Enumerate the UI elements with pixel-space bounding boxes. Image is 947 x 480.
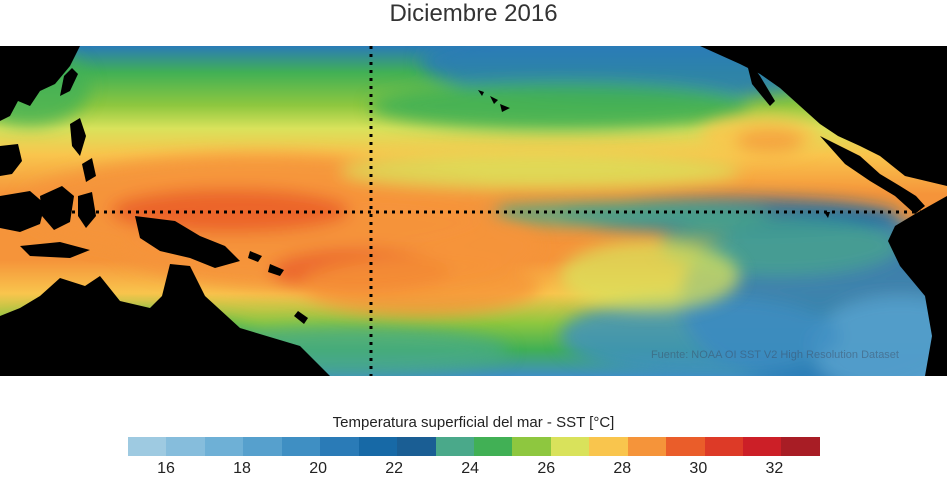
colorbar-swatch [397,437,436,456]
colorbar-tick-label: 28 [613,460,632,477]
colorbar-swatch [281,437,321,456]
data-source-note: Fuente: NOAA OI SST V2 High Resolution D… [650,349,899,361]
colorbar-ticks: 16 18 20 22 24 26 28 30 32 [0,460,947,480]
map-title: Diciembre 2016 [389,0,558,27]
colorbar-swatch [666,437,705,456]
warm-pool [20,99,947,316]
colorbar [128,437,820,456]
colorbar-tick-label: 24 [461,460,480,477]
australia-landmass [0,264,330,376]
colorbar-swatch [550,437,590,456]
colorbar-swatch [781,437,820,456]
colorbar-swatch [320,437,359,456]
north-america-landmass [700,46,947,186]
sst-map [0,46,947,376]
colorbar-swatch [243,437,282,456]
colorbar-swatch [473,437,513,456]
colorbar-tick-label: 30 [689,460,708,477]
colorbar-tick-label: 18 [233,460,251,477]
colorbar-swatch [512,437,551,456]
colorbar-swatch [743,437,782,456]
colorbar-tick-label: 32 [765,460,784,477]
colorbar-swatch [627,437,667,456]
colorbar-label: Temperatura superficial del mar - SST [°… [332,414,615,431]
colorbar-swatch [166,437,205,456]
new-guinea [135,216,240,268]
sst-map-canvas [0,46,947,376]
colorbar-swatch [128,437,167,456]
colorbar-tick-label: 26 [537,460,556,477]
asia-landmass [0,46,80,121]
colorbar-swatch [358,437,398,456]
colorbar-swatch [204,437,244,456]
colorbar-tick-label: 16 [157,460,175,477]
colorbar-swatch [704,437,743,456]
colorbar-tick-label: 22 [385,460,404,477]
colorbar-swatch [435,437,474,456]
colorbar-swatch [589,437,628,456]
colorbar-tick-label: 20 [309,460,327,477]
land-masses [0,46,947,376]
south-america-landmass [888,196,947,376]
